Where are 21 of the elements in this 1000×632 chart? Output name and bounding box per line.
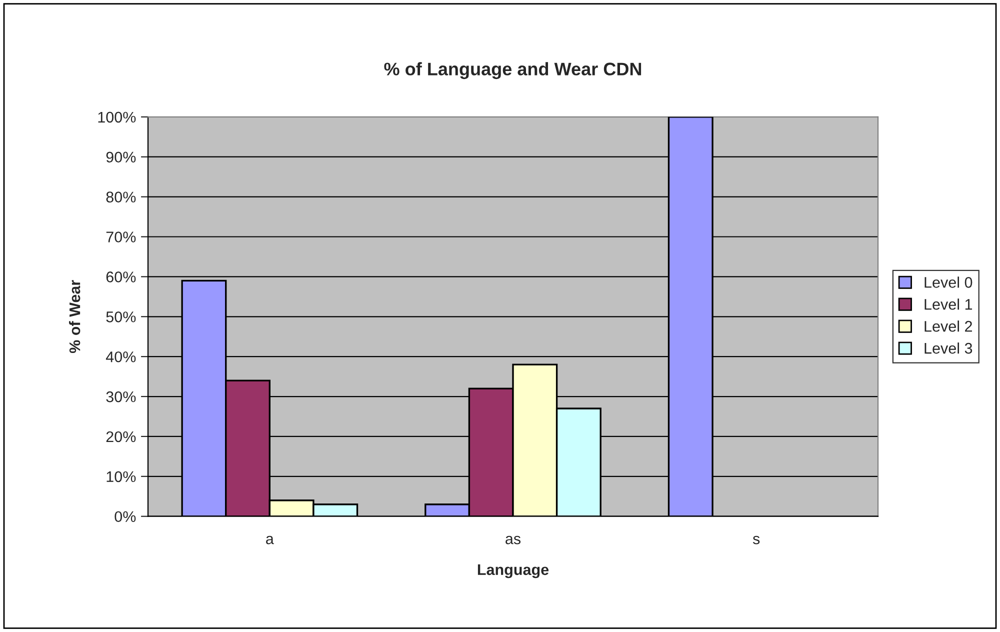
y-tick-label: 10% [106,471,136,482]
x-tick-label: s [752,536,760,544]
y-axis-title: % of Wear [68,280,80,354]
y-tick-label: 60% [106,272,136,282]
y-tick-label: 70% [106,232,136,242]
y-tick-label: 100% [98,112,136,123]
legend-label: Level 2 [924,320,972,332]
y-tick-label: 20% [106,431,136,442]
y-tick-label: 90% [106,152,136,163]
y-tick-label: 50% [106,312,136,322]
x-tick-label: a [266,536,274,544]
y-tick-label: 80% [106,192,136,202]
legend-label: Level 1 [924,298,972,310]
legend-label: Level 3 [924,342,972,354]
legend-label: Level 0 [924,276,972,288]
y-tick-label: 40% [106,351,136,362]
y-tick-label: 0% [114,511,136,522]
y-tick-label: 30% [106,391,136,402]
x-axis-title: Language [478,564,549,578]
chart-title: % of Language and Wear CDN [384,62,642,80]
x-tick-label: as [506,536,521,544]
